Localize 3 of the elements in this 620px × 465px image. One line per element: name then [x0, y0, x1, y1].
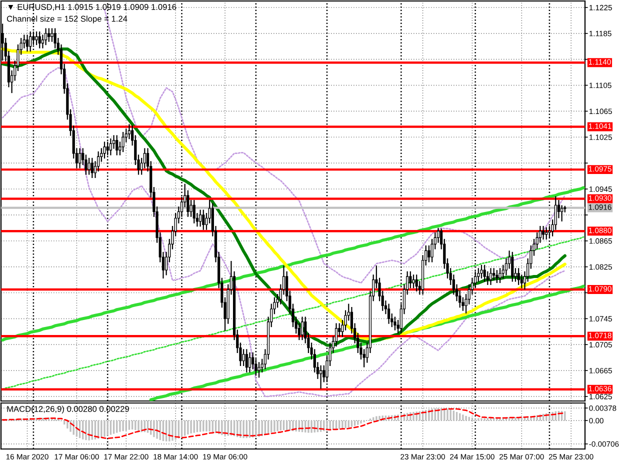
chart-title: ▼ EURUSD,H1 1.0915 1.0919 1.0909 1.0916 — [8, 4, 176, 11]
text: Channel size = 152 Slope = 1.24 — [6, 16, 128, 24]
chart-title: MACD(12,26,9) 0.00280 0.00229 — [7, 406, 129, 414]
